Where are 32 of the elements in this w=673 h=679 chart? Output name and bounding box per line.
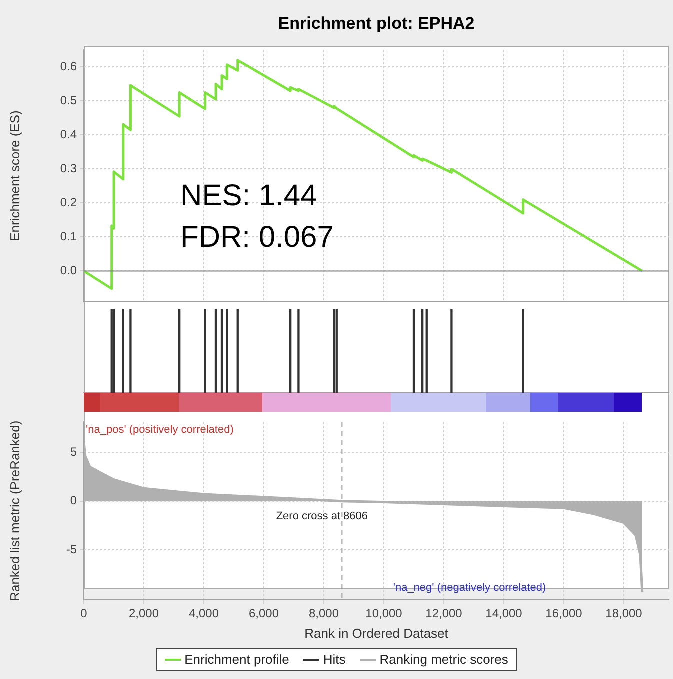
legend-label: Enrichment profile [184,652,290,667]
y-tick-label: 0.2 [60,196,78,210]
x-tick-label: 0 [80,606,88,621]
chart-title: Enrichment plot: EPHA2 [277,14,476,34]
y-tick-label: 0.1 [60,230,78,244]
y-tick-label: 0.5 [60,94,78,108]
legend-label: Hits [323,652,346,667]
x-tick-label: 8,000 [308,606,340,621]
x-tick-label: 4,000 [188,606,220,621]
x-tick-label: 14,000 [486,606,523,621]
y-tick-label: 0 [70,494,78,508]
y-tick-label: 0.0 [60,264,78,278]
y-axis-title: Ranked list metric (PreRanked) [7,420,22,602]
annotation: 'na_neg' (negatively correlated) [393,582,546,594]
y-tick-label: 5 [70,444,78,459]
annotation: 'na_pos' (positively correlated) [86,424,234,436]
y-tick-label: -5 [66,542,78,556]
y-tick-label: 0.4 [60,128,78,142]
x-axis-title: Rank in Ordered Dataset [304,626,449,641]
x-tick-label: 16,000 [546,606,583,621]
ref-line-label: Zero cross at 8606 [276,510,368,522]
x-tick-label: 10,000 [366,606,403,621]
annotation: NES: 1.44 [180,180,318,213]
x-tick-label: 2,000 [128,606,160,621]
x-tick-label: 12,000 [426,606,463,621]
annotation: FDR: 0.067 [180,221,334,254]
y-axis-title: Enrichment score (ES) [7,110,22,242]
legend-label: Ranking metric scores [380,652,508,667]
x-tick-label: 6,000 [248,606,280,621]
y-tick-label: 0.3 [60,162,78,176]
y-tick-label: 0.6 [60,60,78,74]
x-tick-label: 18,000 [606,606,643,621]
